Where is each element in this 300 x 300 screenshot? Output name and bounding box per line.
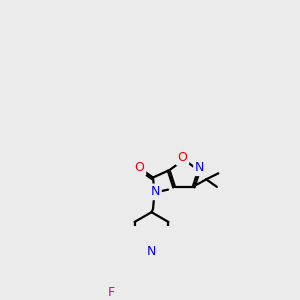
Text: F: F bbox=[108, 286, 115, 298]
Text: N: N bbox=[195, 161, 204, 174]
Text: N: N bbox=[151, 185, 160, 198]
Text: N: N bbox=[147, 245, 156, 258]
Text: O: O bbox=[177, 151, 187, 164]
Text: O: O bbox=[134, 161, 144, 174]
